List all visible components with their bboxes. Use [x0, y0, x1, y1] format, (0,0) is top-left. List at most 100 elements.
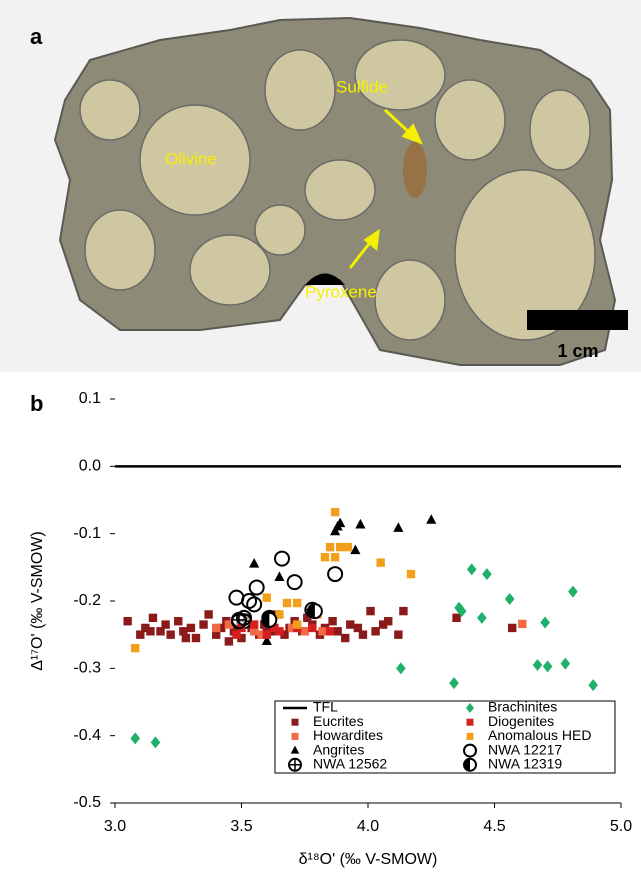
point: [449, 677, 459, 689]
diamond: [568, 586, 578, 598]
annotation: Sulfide: [336, 77, 388, 96]
point: [467, 563, 477, 575]
triangle: [393, 522, 403, 532]
square: [301, 627, 309, 635]
square: [359, 630, 367, 638]
point: [540, 617, 550, 629]
point: [426, 514, 436, 524]
square: [508, 624, 516, 632]
diamond: [477, 612, 487, 624]
square: [331, 553, 339, 561]
point: [328, 617, 336, 625]
x-tick-label: 3.0: [104, 818, 126, 835]
x-tick-label: 4.5: [483, 818, 505, 835]
point: [263, 630, 271, 638]
point: [151, 736, 161, 748]
point: [187, 624, 195, 632]
y-tick-label: -0.5: [73, 794, 101, 811]
point: [399, 607, 407, 615]
diamond: [561, 658, 571, 670]
y-tick-label: -0.1: [73, 525, 101, 542]
point: [292, 733, 299, 740]
panel-label: b: [30, 391, 43, 416]
triangle: [426, 514, 436, 524]
point: [250, 620, 258, 628]
diamond: [505, 593, 515, 605]
point: [407, 570, 415, 578]
x-axis-title: δ¹⁸O' (‰ V-SMOW): [299, 851, 438, 868]
sulfide-patch: [403, 142, 427, 198]
annotation: Pyroxene: [305, 282, 377, 301]
point: [508, 624, 516, 632]
point: [318, 627, 326, 635]
point: [561, 658, 571, 670]
triangle: [335, 518, 345, 528]
diamond: [482, 568, 492, 580]
square: [366, 607, 374, 615]
square: [161, 620, 169, 628]
square: [376, 558, 384, 566]
point: [321, 553, 329, 561]
square: [192, 634, 200, 642]
point: [376, 558, 384, 566]
y-tick-label: -0.3: [73, 660, 101, 677]
square: [250, 620, 258, 628]
square: [174, 617, 182, 625]
legend-label: NWA 12562: [313, 756, 387, 772]
square: [199, 620, 207, 628]
square: [394, 630, 402, 638]
y-tick-label: -0.2: [73, 592, 101, 609]
point: [166, 630, 174, 638]
diamond: [130, 732, 140, 744]
point: [326, 543, 334, 551]
scale-bar: [527, 310, 628, 330]
square: [467, 719, 474, 726]
triangle: [355, 519, 365, 529]
square: [467, 733, 474, 740]
point: [505, 593, 515, 605]
square: [146, 627, 154, 635]
square: [328, 617, 336, 625]
point: [161, 620, 169, 628]
square: [187, 624, 195, 632]
square: [452, 614, 460, 622]
point: [328, 567, 342, 581]
square: [346, 620, 354, 628]
y-axis-title: Δ¹⁷O' (‰ V-SMOW): [29, 531, 46, 671]
point: [331, 553, 339, 561]
diamond: [396, 662, 406, 674]
point: [333, 627, 341, 635]
point: [283, 599, 291, 607]
point: [335, 518, 345, 528]
square: [326, 543, 334, 551]
point: [146, 627, 154, 635]
square: [384, 617, 392, 625]
point: [301, 627, 309, 635]
x-tick-label: 4.0: [357, 818, 379, 835]
point: [204, 610, 212, 618]
point: [182, 634, 190, 642]
square: [407, 570, 415, 578]
diamond: [588, 679, 598, 691]
y-tick-label: -0.4: [73, 727, 101, 744]
point: [131, 644, 139, 652]
y-tick-label: 0.1: [79, 390, 101, 407]
square: [263, 630, 271, 638]
point: [518, 620, 526, 628]
point: [477, 612, 487, 624]
point: [250, 581, 264, 595]
point: [533, 659, 543, 671]
square: [336, 543, 344, 551]
square: [331, 508, 339, 516]
square: [371, 627, 379, 635]
diamond: [540, 617, 550, 629]
point: [393, 522, 403, 532]
legend-label: NWA 12319: [488, 756, 562, 772]
diamond: [449, 677, 459, 689]
point: [174, 617, 182, 625]
square: [341, 634, 349, 642]
scale-bar-label: 1 cm: [557, 341, 598, 361]
diamond: [467, 563, 477, 575]
square: [293, 599, 301, 607]
x-tick-label: 3.5: [230, 818, 252, 835]
